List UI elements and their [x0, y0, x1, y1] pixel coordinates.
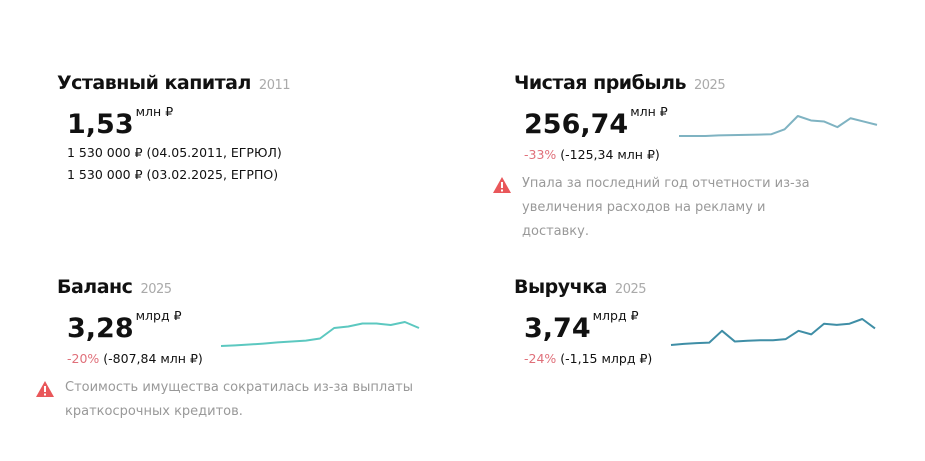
profit-unit: млн ₽: [630, 104, 668, 119]
revenue-title: Выручка: [514, 276, 607, 298]
revenue-change-pct: -24%: [524, 351, 557, 366]
capital-unit: млн ₽: [135, 104, 174, 119]
capital-line: 1 530 000 ₽ (04.05.2011, ЕГРЮЛ): [67, 145, 282, 160]
revenue-year: 2025: [614, 282, 647, 297]
balance-sparkline: [220, 321, 420, 347]
balance-change-abs: (-807,84 млн ₽): [103, 351, 203, 366]
capital-line: 1 530 000 ₽ (03.02.2025, ЕГРПО): [67, 167, 279, 182]
balance-value: 3,28: [67, 313, 134, 344]
profit-year: 2025: [694, 78, 726, 93]
warning-icon: [36, 381, 54, 397]
balance-year: 2025: [140, 282, 172, 297]
balance-unit: млрд ₽: [135, 308, 182, 323]
profit-sparkline-line: [679, 115, 878, 137]
profit-value: 256,74: [524, 109, 629, 140]
profit-warning: Упала за последний год отчетности из-за …: [522, 176, 810, 239]
profit-card: Чистая прибыль 2025 256,74 млн ₽ -33% (-12…: [493, 72, 914, 244]
revenue-value: 3,74: [524, 313, 591, 344]
balance-sparkline-line: [220, 321, 420, 347]
revenue-change-abs: (-1,15 млрд ₽): [560, 351, 653, 366]
profit-title: Чистая прибыль: [514, 72, 687, 94]
balance-card: Баланс 2025 3,28 млрд ₽ -20% (-807,84 млн …: [36, 276, 457, 424]
balance-change-pct: -20%: [67, 351, 100, 366]
balance-warning: Стоимость имущества сократилась из-за вы…: [65, 380, 414, 419]
balance-title: Баланс: [57, 276, 133, 298]
capital-year: 2011: [258, 78, 291, 93]
capital-card: Уставный капитал 2011 1,53 млн ₽ 1 530 000…: [57, 72, 291, 186]
capital-title: Уставный капитал 2011: [57, 72, 291, 94]
warning-icon: [493, 177, 511, 193]
revenue-unit: млрд ₽: [592, 308, 639, 323]
capital-value: 1,53: [67, 109, 134, 140]
profit-change-pct: -33%: [524, 147, 557, 162]
profit-sparkline: [679, 115, 878, 137]
profit-change-abs: (-125,34 млн ₽): [560, 147, 660, 162]
revenue-sparkline: [670, 318, 876, 346]
revenue-sparkline-line: [670, 318, 876, 346]
revenue-card: Выручка 2025 3,74 млрд ₽ -24% (-1,15 млрд …: [514, 276, 652, 370]
